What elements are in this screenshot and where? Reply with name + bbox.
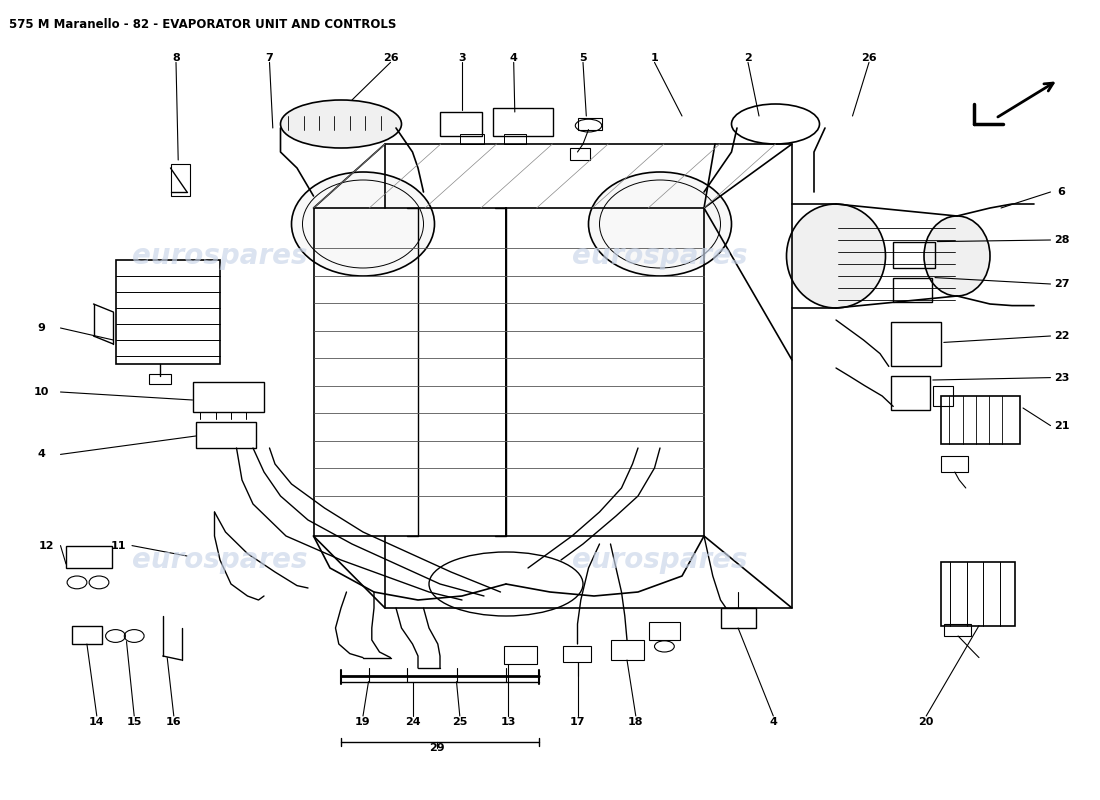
Text: 16: 16 [166,717,182,726]
Text: 10: 10 [34,387,50,397]
Text: 7: 7 [265,53,274,62]
Text: 26: 26 [861,53,877,62]
Text: 22: 22 [1054,331,1069,341]
Ellipse shape [786,204,886,308]
Bar [72,626,102,644]
Text: 1: 1 [650,53,659,62]
Text: 2: 2 [744,53,752,62]
Bar [893,278,932,302]
Ellipse shape [292,172,434,276]
Bar [940,562,1015,626]
Bar [649,622,680,640]
Text: 15: 15 [126,717,142,726]
Bar [116,260,220,364]
Bar [148,374,170,384]
Text: 11: 11 [111,541,126,550]
Text: eurospares: eurospares [132,546,308,574]
Bar [940,396,1020,444]
Text: eurospares: eurospares [572,242,748,270]
Text: 4: 4 [509,53,518,62]
Text: 19: 19 [355,717,371,726]
Text: 24: 24 [405,717,420,726]
Text: 12: 12 [39,541,54,550]
Text: 4: 4 [37,450,46,459]
Text: 4: 4 [769,717,778,726]
Bar [440,112,482,136]
Bar [944,624,971,636]
Text: 6: 6 [1057,187,1066,197]
Text: 5: 5 [580,53,586,62]
Bar [940,456,968,472]
Bar [891,322,940,366]
Text: 29: 29 [429,743,444,753]
Text: 20: 20 [918,717,934,726]
Text: eurospares: eurospares [132,242,308,270]
Text: 26: 26 [383,53,398,62]
Text: 27: 27 [1054,279,1069,289]
Text: 3: 3 [459,53,465,62]
Bar [504,646,537,664]
Bar [170,164,190,196]
Ellipse shape [924,216,990,296]
Text: 23: 23 [1054,373,1069,382]
Bar [933,386,953,406]
Bar [891,376,930,410]
Ellipse shape [588,172,732,276]
Bar [578,118,602,130]
Text: 9: 9 [37,323,46,333]
Text: eurospares: eurospares [572,546,748,574]
Bar [610,640,643,660]
Text: 18: 18 [628,717,643,726]
Text: 575 M Maranello - 82 - EVAPORATOR UNIT AND CONTROLS: 575 M Maranello - 82 - EVAPORATOR UNIT A… [9,18,396,30]
Bar [66,546,112,568]
Bar [720,608,756,628]
Text: 14: 14 [89,717,104,726]
Bar [192,382,264,412]
Bar [493,108,553,136]
Text: 8: 8 [172,53,180,62]
Text: 13: 13 [500,717,516,726]
Text: 21: 21 [1054,421,1069,430]
Bar [504,134,526,144]
Text: 25: 25 [452,717,468,726]
Text: 17: 17 [570,717,585,726]
Bar [196,422,256,448]
Ellipse shape [280,100,402,148]
Bar [460,134,484,144]
Bar [893,242,935,268]
Bar [570,148,590,160]
Text: 28: 28 [1054,235,1069,245]
Bar [563,646,591,662]
